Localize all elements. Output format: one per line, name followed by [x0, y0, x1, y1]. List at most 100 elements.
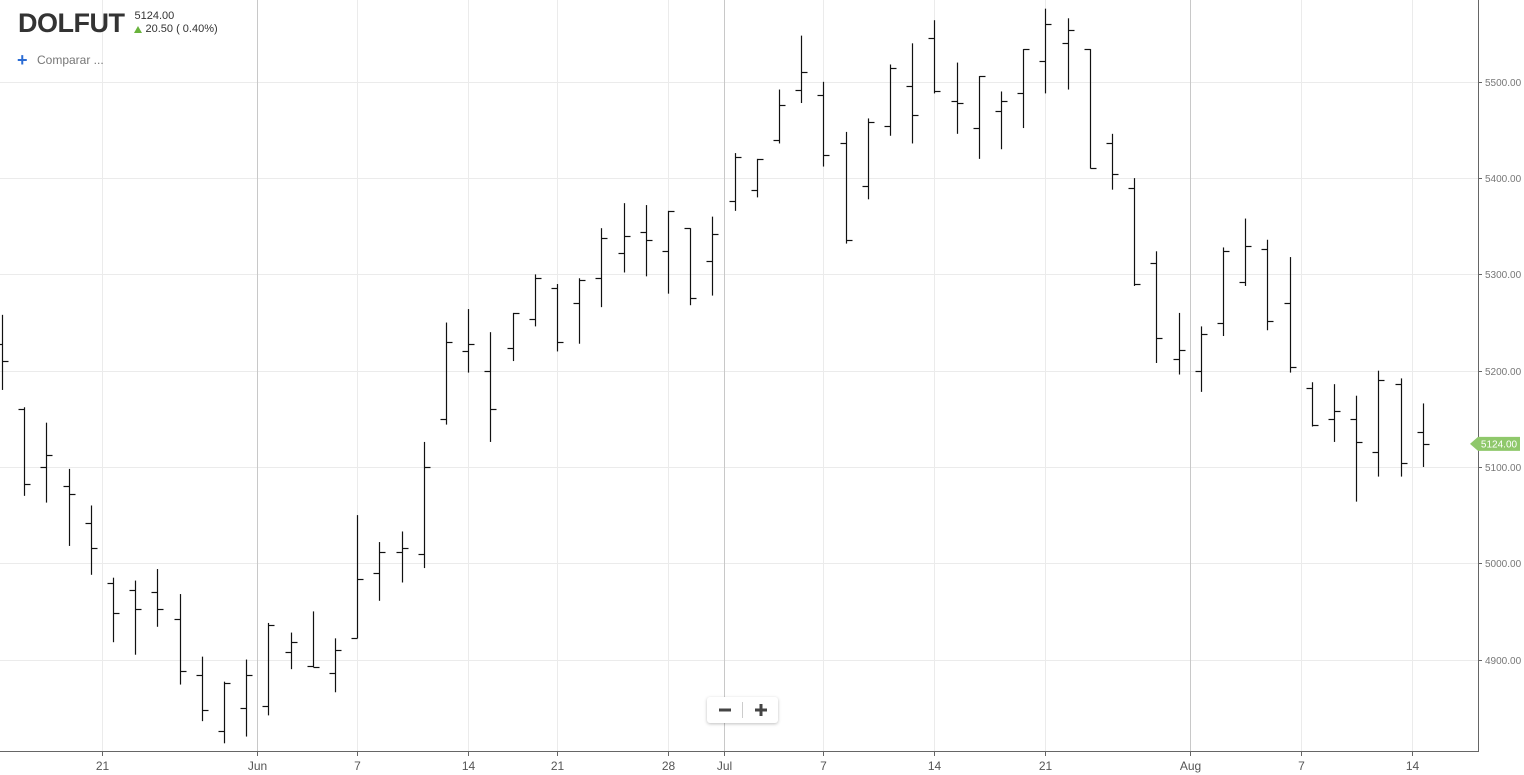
ohlc-bar: [218, 681, 231, 744]
ohlc-bar: [174, 594, 187, 685]
current-price-tag: 5124.00: [1470, 436, 1520, 451]
up-arrow-icon: [134, 26, 143, 33]
ohlc-bar: [129, 580, 142, 655]
ohlc-bar: [0, 314, 9, 390]
ohlc-bar: [729, 153, 742, 211]
ohlc-bar: [1372, 370, 1385, 477]
compare-label: Comparar ...: [37, 53, 104, 67]
ohlc-bar: [351, 515, 364, 640]
ohlc-bar: [817, 81, 830, 167]
ohlc-bars: [0, 8, 1430, 744]
ohlc-bar: [595, 228, 608, 308]
ohlc-bar: [40, 422, 53, 503]
ohlc-bar: [484, 332, 497, 442]
ohlc-bar: [573, 278, 586, 344]
ohlc-bar: [1062, 18, 1075, 90]
ohlc-bar: [85, 505, 98, 575]
ohlc-bar: [662, 210, 675, 294]
zoom-out-button[interactable]: [707, 697, 742, 723]
y-tick-label: 5100.00: [1485, 463, 1522, 474]
ohlc-bar: [640, 205, 653, 277]
x-tick-label: 7: [354, 759, 361, 773]
ohlc-bar: [1217, 247, 1230, 337]
ohlc-bar: [928, 20, 941, 94]
ohlc-bar: [1395, 378, 1408, 477]
ohlc-bar: [551, 284, 564, 352]
ohlc-bar: [18, 407, 31, 496]
x-tick-label: 14: [1406, 759, 1420, 773]
ohlc-bar: [973, 75, 986, 159]
x-tick-label: 28: [662, 759, 676, 773]
x-axis-ticks: 21 Jun 7 14 21 28 Jul 7 14 21 Aug 7 14: [96, 751, 1420, 773]
ohlc-bar: [418, 441, 431, 569]
x-tick-label: 21: [551, 759, 565, 773]
y-tick-label: 5400.00: [1485, 174, 1522, 185]
compare-button[interactable]: + Comparar ...: [17, 51, 104, 69]
ohlc-bar: [151, 569, 164, 627]
zoom-controls: [707, 697, 778, 723]
ohlc-bar: [1084, 48, 1097, 170]
price-change: 20.50 ( 0.40%): [134, 23, 218, 36]
ohlc-bar: [1417, 403, 1430, 467]
ohlc-bar: [285, 632, 298, 670]
x-tick-label: 7: [1298, 759, 1305, 773]
ohlc-bar: [906, 43, 919, 144]
ohlc-bar: [196, 656, 209, 722]
ohlc-bar: [240, 659, 253, 737]
price-change-value: 20.50 ( 0.40%): [145, 23, 218, 35]
ohlc-bar: [1306, 382, 1319, 427]
ohlc-bar: [1150, 251, 1163, 363]
plus-icon: [754, 704, 767, 716]
horizontal-gridlines: [0, 82, 1478, 661]
quote-header: DOLFUT 5124.00 20.50 ( 0.40%): [18, 8, 218, 38]
ohlc-bar: [751, 158, 764, 198]
ohlc-bar: [1017, 48, 1030, 129]
ohlc-bar: [884, 64, 897, 136]
ohlc-bar: [706, 216, 719, 296]
ohlc-bar: [684, 227, 697, 306]
x-tick-label: 21: [96, 759, 110, 773]
ohlc-bar: [529, 274, 542, 327]
ohlc-bar: [1350, 395, 1363, 502]
ohlc-bar: [329, 638, 342, 693]
ohlc-bar: [307, 611, 320, 669]
ohlc-bar: [507, 312, 520, 362]
zoom-separator: [742, 702, 743, 718]
y-tick-label: 4900.00: [1485, 656, 1522, 667]
x-tick-label: 7: [820, 759, 827, 773]
ohlc-bar: [951, 62, 964, 134]
ohlc-bar: [995, 91, 1008, 150]
y-tick-label: 5300.00: [1485, 270, 1522, 281]
symbol-title: DOLFUT: [18, 8, 125, 38]
ohlc-bar: [1106, 133, 1119, 190]
ohlc-bar: [1239, 218, 1252, 286]
current-price-tag-shape: [1470, 436, 1520, 451]
x-tick-label: 14: [928, 759, 942, 773]
ohlc-bar: [1128, 178, 1141, 286]
x-tick-label: 14: [462, 759, 476, 773]
x-tick-label: Jul: [717, 759, 732, 773]
quote-summary: 5124.00 20.50 ( 0.40%): [134, 10, 218, 36]
ohlc-bar: [262, 622, 275, 716]
ohlc-bar: [773, 89, 786, 144]
ohlc-bar: [1173, 312, 1186, 375]
ohlc-bar: [1039, 8, 1052, 94]
ohlc-bar: [396, 531, 409, 583]
ohlc-bar: [1261, 239, 1274, 331]
y-axis-ticks: 4900.00 5000.00 5100.00 5200.00 5300.00 5400.…: [1478, 78, 1522, 667]
y-tick-label: 5500.00: [1485, 78, 1522, 89]
current-price-tag-label: 5124.00: [1481, 439, 1518, 450]
ohlc-bar: [1195, 326, 1208, 392]
y-tick-label: 5200.00: [1485, 367, 1522, 378]
ohlc-bar: [462, 309, 475, 373]
zoom-in-button[interactable]: [743, 697, 778, 723]
ohlc-bar: [618, 203, 631, 273]
ohlc-bar: [107, 577, 120, 643]
x-tick-label: 21: [1039, 759, 1053, 773]
ohlc-bar: [373, 542, 386, 601]
vertical-gridlines: [102, 0, 1413, 751]
ohlc-bar: [795, 35, 808, 104]
minus-icon: [718, 708, 731, 712]
x-tick-label: Jun: [248, 759, 267, 773]
